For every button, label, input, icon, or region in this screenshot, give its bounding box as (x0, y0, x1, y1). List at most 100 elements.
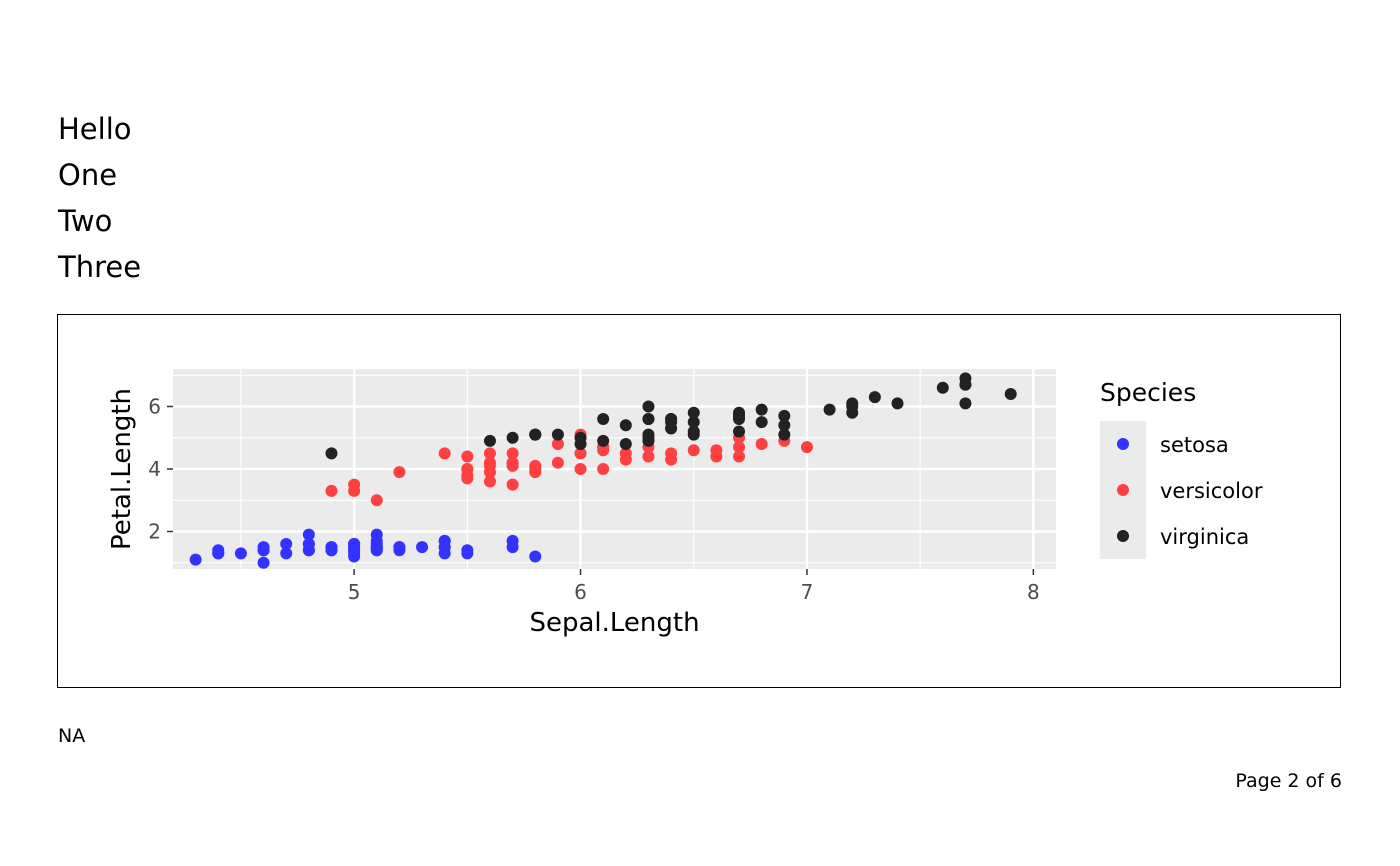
data-point-versicolor (348, 484, 361, 497)
data-point-virginica (642, 400, 655, 413)
legend-key-setosa (1117, 438, 1129, 450)
data-point-virginica (778, 409, 791, 422)
data-point-versicolor (551, 456, 564, 469)
data-point-virginica (619, 438, 632, 450)
heading-line-two: Two (58, 204, 113, 238)
data-point-virginica (574, 438, 587, 450)
x-tick-label: 5 (348, 580, 361, 604)
data-point-versicolor (574, 463, 587, 475)
data-point-versicolor (733, 450, 746, 463)
data-point-versicolor (461, 472, 474, 485)
data-point-virginica (687, 416, 700, 429)
data-point-setosa (257, 556, 270, 569)
data-point-setosa (506, 534, 519, 547)
x-tick-label: 8 (1027, 580, 1040, 604)
data-point-setosa (280, 547, 293, 560)
data-point-virginica (325, 447, 338, 460)
legend-label-virginica: virginica (1160, 525, 1249, 549)
y-tick-label: 4 (148, 457, 161, 481)
data-point-virginica (529, 428, 542, 441)
legend-title: Species (1100, 378, 1196, 407)
data-point-versicolor (551, 438, 564, 450)
data-point-virginica (687, 425, 700, 438)
data-point-virginica (506, 431, 519, 444)
data-point-virginica (642, 431, 655, 444)
data-point-versicolor (597, 463, 610, 475)
data-point-versicolor (506, 459, 519, 472)
data-point-virginica (936, 381, 949, 394)
data-point-virginica (846, 406, 859, 419)
data-point-versicolor (483, 447, 496, 460)
data-point-versicolor (325, 484, 338, 497)
data-point-setosa (393, 541, 406, 554)
heading-line-hello: Hello (58, 112, 132, 146)
data-point-virginica (778, 428, 791, 441)
data-point-virginica (778, 419, 791, 432)
data-point-virginica (483, 434, 496, 447)
footnote: NA (58, 725, 86, 747)
data-point-setosa (461, 547, 474, 560)
data-point-versicolor (483, 475, 496, 488)
data-point-virginica (551, 428, 564, 441)
data-point-versicolor (755, 438, 768, 450)
legend-key-versicolor (1117, 484, 1129, 496)
x-tick-label: 7 (801, 580, 814, 604)
data-point-setosa (212, 547, 225, 560)
data-point-virginica (619, 419, 632, 432)
data-point-setosa (280, 538, 293, 550)
x-axis-title: Sepal.Length (529, 608, 699, 638)
data-point-versicolor (574, 447, 587, 460)
data-point-setosa (189, 553, 202, 566)
data-point-versicolor (665, 453, 678, 466)
data-point-versicolor (461, 463, 474, 475)
data-point-versicolor (506, 478, 519, 491)
data-point-virginica (755, 403, 768, 416)
data-point-setosa (302, 528, 315, 541)
data-point-virginica (687, 406, 700, 419)
legend-key-virginica (1117, 530, 1129, 542)
data-point-versicolor (642, 450, 655, 463)
heading-line-one: One (58, 158, 118, 192)
data-point-virginica (959, 378, 972, 391)
data-point-setosa (302, 544, 315, 557)
data-point-versicolor (733, 441, 746, 454)
data-point-virginica (597, 434, 610, 447)
chart-frame: 5 6 7 8 2 4 6 Sepal.Length Petal.Length Species se… (57, 314, 1341, 688)
heading-line-three: Three (58, 250, 142, 284)
data-point-virginica (891, 397, 904, 410)
data-point-virginica (1004, 388, 1017, 400)
data-point-versicolor (800, 441, 813, 454)
data-point-setosa (348, 544, 361, 557)
data-point-versicolor (370, 494, 383, 507)
data-point-virginica (733, 409, 746, 422)
data-point-versicolor (393, 466, 406, 479)
data-point-setosa (416, 541, 429, 554)
data-point-setosa (325, 544, 338, 557)
data-point-versicolor (461, 450, 474, 463)
data-point-versicolor (438, 447, 451, 460)
legend-label-versicolor: versicolor (1160, 479, 1263, 503)
data-point-versicolor (529, 463, 542, 475)
y-axis-title: Petal.Length (107, 388, 137, 550)
data-point-setosa (234, 547, 247, 560)
y-tick-label: 2 (148, 520, 161, 544)
data-point-virginica (733, 425, 746, 438)
data-point-versicolor (710, 450, 723, 463)
x-tick-label: 6 (574, 580, 587, 604)
legend-label-setosa: setosa (1160, 433, 1229, 457)
data-point-virginica (868, 391, 881, 404)
data-point-versicolor (687, 444, 700, 457)
data-point-virginica (823, 403, 836, 416)
data-point-virginica (959, 397, 972, 410)
data-point-setosa (370, 538, 383, 550)
scatter-plot: 5 6 7 8 2 4 6 Sepal.Length Petal.Length Species se… (107, 369, 1263, 638)
y-tick-label: 6 (148, 395, 161, 419)
data-point-versicolor (597, 444, 610, 457)
data-point-setosa (370, 528, 383, 541)
data-point-versicolor (483, 456, 496, 469)
data-point-versicolor (506, 447, 519, 460)
data-point-setosa (257, 544, 270, 557)
data-point-setosa (529, 550, 542, 563)
data-point-virginica (755, 416, 768, 429)
heading-lines: Hello One Two Three (58, 106, 141, 290)
